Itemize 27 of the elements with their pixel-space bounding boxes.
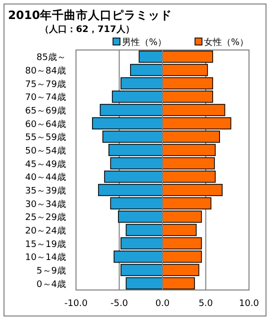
legend-label: 男性（%）	[122, 37, 167, 48]
chart-title: 2010年千曲市人口ピラミッド	[8, 8, 172, 22]
y-tick-label: 5～9歳	[36, 266, 66, 276]
y-tick-label: 75～79歳	[25, 78, 66, 90]
y-tick-label: 80～84歳	[25, 66, 66, 76]
y-tick-label: 0～4歳	[36, 278, 66, 290]
x-tick-label: 10.0	[238, 299, 260, 309]
y-tick-label: 70～74歳	[25, 92, 66, 104]
y-tick-label: 45～49歳	[25, 158, 66, 170]
y-tick-label: 55～59歳	[25, 132, 66, 144]
y-tick-label: 40～44歳	[25, 172, 66, 184]
y-tick-label: 35～39歳	[25, 186, 66, 196]
x-tick-label: -5.0	[110, 299, 128, 309]
x-tick-label: -10.0	[64, 299, 88, 309]
y-tick-label: 20～24歳	[25, 226, 66, 236]
chart-subtitle: （人口：62，717人）	[40, 24, 134, 35]
y-tick-label: 15～19歳	[25, 238, 66, 250]
y-tick-label: 10～14歳	[25, 252, 66, 264]
x-tick-label: 5.0	[198, 299, 214, 309]
legend-label: 女性（%）	[204, 37, 249, 48]
y-tick-label: 85歳～	[36, 52, 66, 64]
y-tick-label: 60～64歳	[25, 118, 66, 130]
y-tick-label: 30～34歳	[25, 198, 66, 210]
x-tick-label: 0.0	[155, 299, 170, 309]
y-tick-label: 25～29歳	[25, 212, 66, 224]
y-tick-label: 65～69歳	[25, 106, 66, 116]
y-tick-label: 50～54歳	[25, 146, 66, 156]
